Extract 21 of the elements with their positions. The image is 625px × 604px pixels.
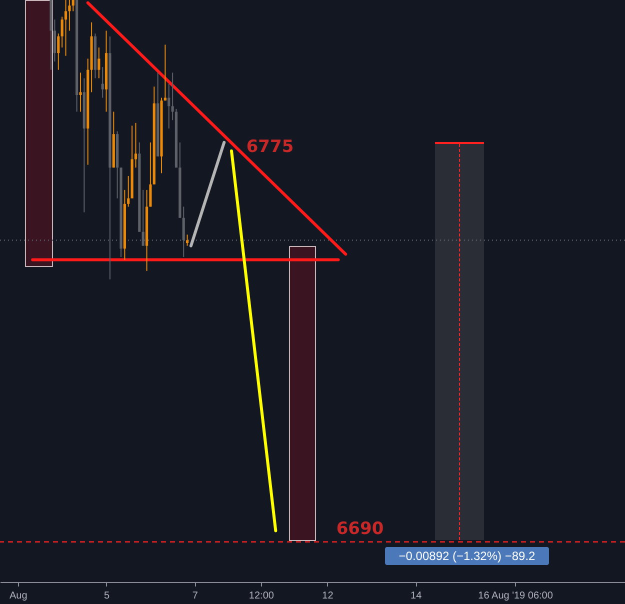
x-tick-label: Aug bbox=[9, 590, 28, 602]
candlestick bbox=[72, 0, 74, 12]
candlestick bbox=[171, 72, 174, 121]
x-tick-label: 14 bbox=[410, 590, 422, 602]
candlestick bbox=[186, 234, 189, 246]
x-tick-label: 5 bbox=[104, 590, 110, 602]
annotation: 6775 bbox=[246, 137, 294, 157]
x-tick-label: 7 bbox=[192, 590, 198, 602]
x-tick-label: 12:00 bbox=[248, 590, 274, 602]
candlestick bbox=[98, 46, 100, 79]
x-tick-label: 12 bbox=[322, 590, 334, 602]
candlestick bbox=[57, 33, 60, 70]
text: −0.00892 (−1.32%) −89.2 bbox=[398, 549, 536, 563]
candlestick bbox=[127, 175, 130, 208]
candlestick bbox=[101, 66, 104, 98]
candlestick bbox=[79, 72, 82, 112]
x-tick-label: 16 Aug '19 06:00 bbox=[478, 590, 554, 602]
candlestick bbox=[168, 83, 170, 129]
candlestick bbox=[60, 16, 64, 48]
candlestick bbox=[64, 0, 68, 56]
text: 6690 bbox=[336, 519, 384, 539]
